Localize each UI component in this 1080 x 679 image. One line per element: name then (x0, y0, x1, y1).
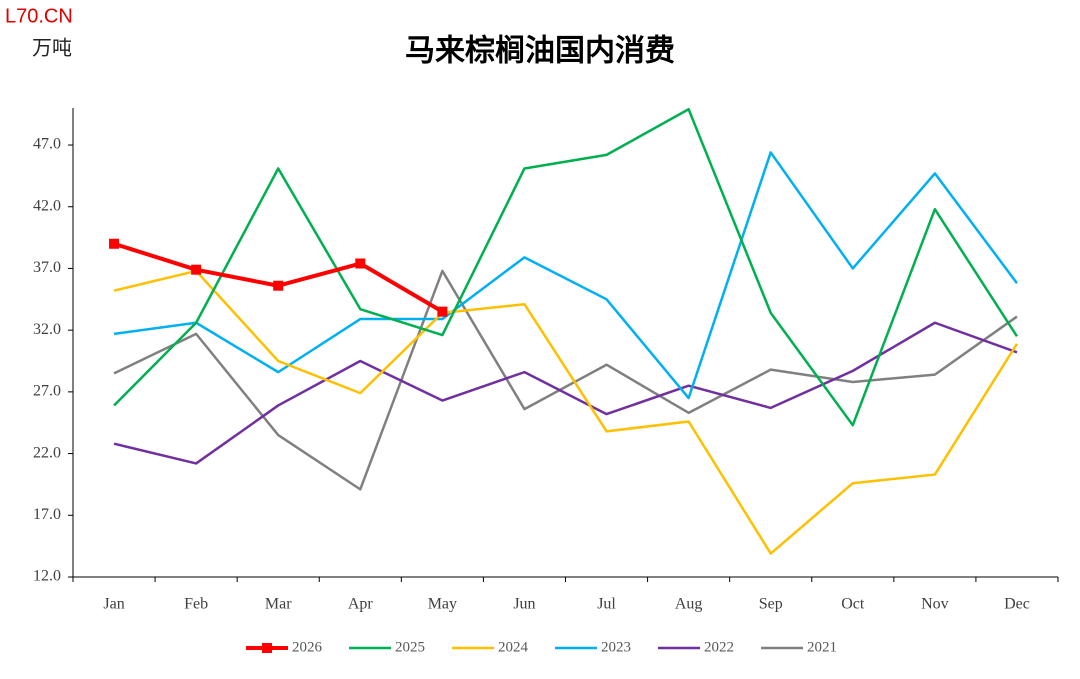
y-tick-label: 37.0 (33, 259, 61, 276)
marker (355, 258, 366, 269)
y-tick-label: 12.0 (33, 568, 61, 585)
x-tick-label: Jul (597, 596, 616, 613)
series-line (113, 321, 1018, 465)
marker (437, 306, 448, 317)
legend-label: 2021 (807, 639, 837, 655)
x-tick-label: Jan (103, 596, 124, 613)
y-tick-label: 17.0 (33, 506, 61, 523)
legend-label: 2023 (601, 639, 631, 655)
legend-label: 2022 (704, 639, 734, 655)
legend-label: 2026 (292, 639, 323, 655)
series-line (113, 269, 1018, 491)
x-tick-label: Jun (513, 596, 535, 613)
x-tick-label: Nov (921, 596, 949, 613)
series-line (113, 151, 1018, 400)
x-tick-label: May (428, 596, 457, 613)
x-tick-label: Apr (348, 596, 374, 613)
legend-label: 2024 (498, 639, 529, 655)
marker (109, 238, 120, 249)
legend-label: 2025 (395, 639, 425, 655)
y-tick-label: 32.0 (33, 321, 61, 338)
x-tick-label: Feb (184, 596, 208, 613)
marker (191, 264, 202, 275)
x-tick-label: Sep (759, 596, 783, 613)
y-tick-label: 47.0 (33, 136, 61, 153)
marker (273, 280, 284, 291)
x-tick-label: Dec (1004, 596, 1030, 613)
series-line (113, 107, 1019, 427)
chart-title: 马来棕榈油国内消费 (405, 34, 675, 69)
x-tick-label: Aug (675, 596, 703, 613)
legend-marker (262, 643, 272, 653)
unit: 万吨 (32, 36, 72, 60)
series-line (113, 269, 1019, 555)
y-tick-label: 42.0 (33, 197, 61, 214)
source: L70.CN (5, 5, 73, 27)
y-tick-label: 22.0 (33, 444, 61, 461)
x-tick-label: Oct (841, 596, 865, 613)
x-tick-label: Mar (265, 596, 292, 613)
y-tick-label: 27.0 (33, 383, 61, 400)
